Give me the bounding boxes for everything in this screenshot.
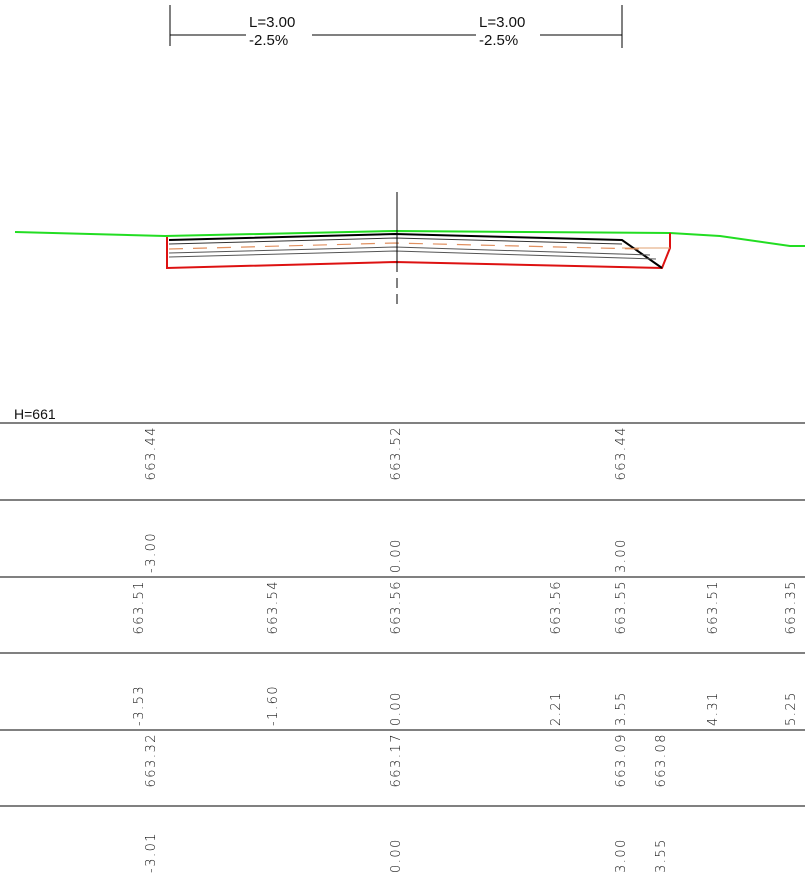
station-value: 5.25 <box>784 691 799 726</box>
section-drawing <box>14 192 805 310</box>
station-value: 4.31 <box>706 691 721 726</box>
station-value: 663.08 <box>654 733 669 788</box>
station-value: 663.51 <box>132 580 147 635</box>
station-value: 663.52 <box>389 426 404 481</box>
station-value: 3.55 <box>614 691 629 726</box>
data-table: 663.44 663.52 663.44 -3.00 0.00 3.00 663.51 663… <box>0 422 805 873</box>
station-value: 663.51 <box>706 580 721 635</box>
station-value: -3.00 <box>144 532 159 573</box>
dim-slope: -2.5% <box>249 32 288 49</box>
station-value: 663.09 <box>614 733 629 788</box>
dim-length: L=3.00 <box>479 14 525 31</box>
station-value: 663.56 <box>549 580 564 635</box>
station-value: 0.00 <box>389 538 404 573</box>
station-value: 663.54 <box>266 580 281 635</box>
station-value: -3.01 <box>144 832 159 873</box>
station-value: 663.17 <box>389 733 404 788</box>
station-value: -1.60 <box>266 685 281 726</box>
datum-label: H=661 <box>14 406 56 422</box>
station-value: 663.44 <box>144 426 159 481</box>
station-value: 3.00 <box>614 538 629 573</box>
station-value: 3.55 <box>654 838 669 873</box>
station-value: 663.56 <box>389 580 404 635</box>
dimension-line <box>169 5 623 48</box>
station-value: 3.00 <box>614 838 629 873</box>
station-value: 663.35 <box>784 580 799 635</box>
station-value: -3.53 <box>132 685 147 726</box>
station-value: 663.44 <box>614 426 629 481</box>
station-value: 663.32 <box>144 733 159 788</box>
dim-length: L=3.00 <box>249 14 295 31</box>
dim-slope: -2.5% <box>479 32 518 49</box>
station-value: 2.21 <box>549 691 564 726</box>
station-value: 0.00 <box>389 691 404 726</box>
station-value: 0.00 <box>389 838 404 873</box>
station-value: 663.55 <box>614 580 629 635</box>
